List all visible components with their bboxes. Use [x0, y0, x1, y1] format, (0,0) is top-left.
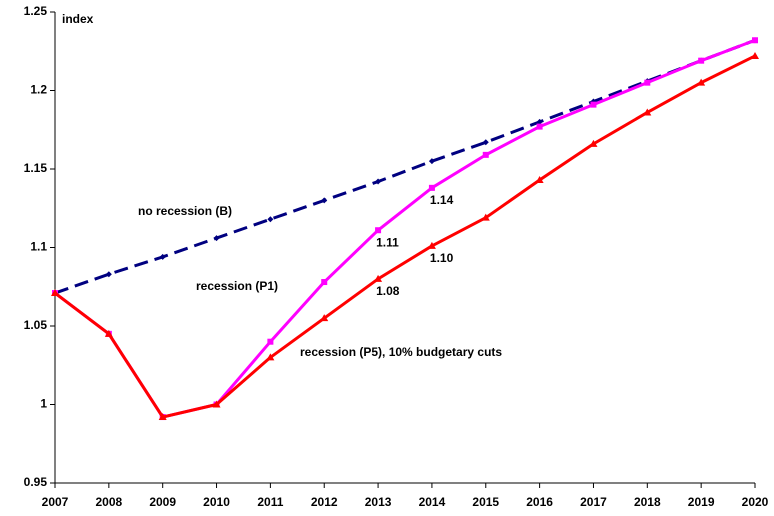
value-label: 1.14: [430, 193, 454, 207]
y-tick-label: 1.05: [24, 318, 48, 332]
marker: [213, 235, 220, 242]
marker: [267, 216, 274, 223]
marker: [428, 158, 435, 165]
y-tick-label: 1.1: [30, 240, 47, 254]
marker: [536, 123, 543, 130]
y-tick-label: 1: [40, 397, 47, 411]
marker: [212, 400, 221, 408]
marker: [482, 151, 489, 158]
x-tick-label: 2019: [688, 495, 715, 509]
marker: [159, 253, 166, 260]
value-label: 1.08: [376, 284, 400, 298]
marker: [375, 178, 382, 185]
marker: [428, 184, 435, 191]
x-tick-label: 2013: [365, 495, 392, 509]
marker: [267, 338, 274, 345]
x-tick-label: 2008: [95, 495, 122, 509]
marker: [643, 108, 652, 116]
x-tick-label: 2017: [580, 495, 607, 509]
x-tick-label: 2010: [203, 495, 230, 509]
marker: [375, 227, 382, 234]
series-line: [54, 38, 756, 419]
marker: [535, 175, 544, 183]
marker: [51, 289, 59, 297]
value-label: 1.11: [376, 235, 399, 249]
y-tick-label: 1.25: [24, 4, 48, 18]
value-label: 1.10: [430, 251, 454, 265]
x-tick-label: 2020: [742, 495, 769, 509]
x-tick-label: 2009: [149, 495, 176, 509]
marker: [644, 79, 651, 86]
marker: [698, 57, 705, 64]
marker: [104, 329, 113, 337]
y-axis-label: index: [62, 12, 94, 26]
marker: [266, 353, 275, 361]
marker: [752, 37, 758, 44]
series-label: recession (P1): [196, 279, 278, 293]
x-tick-label: 2016: [526, 495, 553, 509]
marker: [374, 274, 383, 282]
x-tick-label: 2012: [311, 495, 338, 509]
x-tick-label: 2007: [42, 495, 69, 509]
marker: [482, 139, 489, 146]
marker: [105, 271, 112, 278]
marker: [320, 314, 329, 322]
marker: [158, 413, 167, 421]
series-line: [54, 38, 756, 295]
x-tick-label: 2018: [634, 495, 661, 509]
y-tick-label: 0.95: [24, 475, 48, 489]
y-tick-label: 1.2: [30, 83, 47, 97]
x-tick-label: 2011: [257, 495, 283, 509]
marker: [589, 139, 598, 147]
marker: [697, 78, 706, 86]
y-tick-label: 1.15: [24, 161, 48, 175]
marker: [536, 118, 543, 125]
marker: [481, 213, 490, 221]
marker: [321, 279, 328, 286]
marker: [427, 241, 436, 249]
series-label: recession (P5), 10% budgetary cuts: [300, 345, 502, 359]
series-label: no recession (B): [138, 204, 232, 218]
marker: [321, 197, 328, 204]
series-line: [54, 54, 756, 419]
x-tick-label: 2015: [472, 495, 499, 509]
marker: [751, 51, 759, 59]
marker: [590, 101, 597, 108]
x-tick-label: 2014: [419, 495, 446, 509]
